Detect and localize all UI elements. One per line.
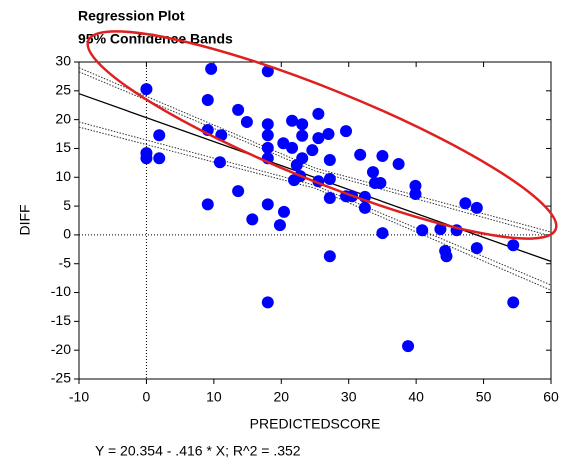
y-tick-label: 5	[63, 197, 71, 213]
point	[232, 185, 245, 198]
point	[470, 201, 483, 214]
point	[261, 296, 274, 309]
point	[232, 103, 245, 116]
point	[323, 173, 336, 186]
x-tick-label: 0	[143, 389, 151, 405]
confidence-band	[78, 67, 552, 233]
point	[366, 166, 379, 179]
point	[201, 94, 214, 107]
chart-title: Regression Plot	[78, 8, 185, 24]
point	[246, 213, 259, 226]
x-tick-label: 10	[206, 389, 222, 405]
y-tick-label: 30	[55, 53, 71, 69]
point	[312, 107, 325, 120]
highlight-ellipse	[86, 30, 558, 240]
y-tick-label: -25	[51, 370, 71, 386]
point	[376, 149, 389, 162]
point	[261, 141, 274, 154]
point	[358, 201, 371, 214]
point	[323, 153, 336, 166]
point	[140, 83, 153, 96]
x-tick-label: 60	[543, 389, 559, 405]
x-tick-label: 20	[273, 389, 289, 405]
point	[201, 198, 214, 211]
point	[205, 62, 218, 75]
confidence-band	[78, 126, 552, 291]
plot-layer: -10 0 10 20 30 40 50 60 -25 -20 -15 -10 -5 0 5 10 15 20 25…	[51, 53, 559, 405]
y-tick-label: 20	[55, 110, 71, 126]
x-tick-label: -10	[69, 389, 89, 405]
y-tick-label: -10	[51, 283, 71, 299]
point	[354, 148, 367, 161]
point	[340, 125, 353, 138]
y-axis-label: DIFF	[17, 204, 33, 235]
point	[312, 132, 325, 145]
point	[277, 205, 290, 218]
point	[153, 152, 166, 165]
point	[434, 223, 447, 236]
point	[286, 114, 299, 127]
y-tick-label: -15	[51, 312, 71, 328]
point	[290, 159, 303, 172]
point	[153, 129, 166, 142]
point	[261, 129, 274, 142]
point	[376, 227, 389, 240]
point	[374, 177, 387, 190]
point	[402, 340, 415, 353]
equation: Y = 20.354 - .416 * X; R^2 = .352	[95, 443, 301, 459]
y-tick-label: -5	[59, 254, 72, 270]
x-tick-label: 50	[476, 389, 492, 405]
confidence-band	[78, 71, 552, 237]
point	[261, 65, 274, 78]
x-tick-label: 30	[341, 389, 357, 405]
point	[507, 296, 520, 309]
point	[213, 156, 226, 169]
x-tick-label: 40	[408, 389, 424, 405]
point	[273, 219, 286, 232]
x-axis-label: PREDICTEDSCORE	[250, 416, 381, 432]
point	[392, 158, 405, 171]
y-tick-label: 25	[55, 82, 71, 98]
point	[240, 115, 253, 128]
point	[296, 129, 309, 142]
point	[286, 141, 299, 154]
y-tick-label: 0	[63, 226, 71, 242]
point	[140, 152, 153, 165]
point	[470, 242, 483, 255]
plot-frame	[78, 61, 552, 380]
point	[306, 144, 319, 157]
point	[409, 187, 422, 200]
y-tick-label: 10	[55, 168, 71, 184]
point	[323, 250, 336, 263]
point	[322, 128, 335, 141]
point	[261, 118, 274, 131]
y-tick-label: 15	[55, 139, 71, 155]
point	[416, 224, 429, 237]
y-tick-label: -20	[51, 341, 71, 357]
point	[323, 192, 336, 205]
point	[261, 198, 274, 211]
point	[507, 239, 520, 252]
point	[459, 197, 472, 210]
point	[296, 118, 309, 131]
point	[440, 250, 453, 263]
